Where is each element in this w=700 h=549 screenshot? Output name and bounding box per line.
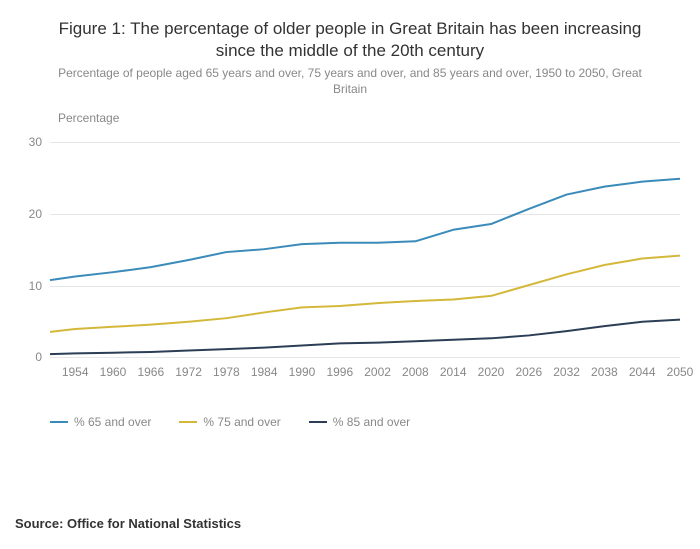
x-tick-label: 2008 bbox=[402, 365, 429, 379]
legend-item: % 75 and over bbox=[179, 415, 280, 429]
x-tick-label: 1960 bbox=[100, 365, 127, 379]
gridline bbox=[50, 357, 680, 358]
legend-label: % 65 and over bbox=[74, 415, 151, 429]
x-tick-label: 2044 bbox=[629, 365, 656, 379]
plot-svg bbox=[50, 127, 680, 357]
y-tick-label: 20 bbox=[29, 207, 42, 221]
x-tick-label: 1966 bbox=[137, 365, 164, 379]
legend-item: % 85 and over bbox=[309, 415, 410, 429]
legend-swatch bbox=[179, 421, 197, 423]
x-tick-label: 1972 bbox=[175, 365, 202, 379]
legend-swatch bbox=[50, 421, 68, 423]
x-tick-label: 1984 bbox=[251, 365, 278, 379]
legend: % 65 and over % 75 and over % 85 and over bbox=[50, 415, 410, 429]
x-tick-label: 1990 bbox=[289, 365, 316, 379]
x-tick-label: 2020 bbox=[478, 365, 505, 379]
x-tick-label: 2050 bbox=[667, 365, 694, 379]
x-tick-label: 2038 bbox=[591, 365, 618, 379]
y-axis-label: Percentage bbox=[58, 111, 119, 125]
x-tick-label: 1954 bbox=[62, 365, 89, 379]
chart-area: Percentage 01020301954196019661972197819… bbox=[50, 127, 680, 357]
legend-label: % 85 and over bbox=[333, 415, 410, 429]
x-tick-label: 1978 bbox=[213, 365, 240, 379]
y-tick-label: 30 bbox=[29, 135, 42, 149]
source-text: Source: Office for National Statistics bbox=[15, 516, 241, 531]
legend-label: % 75 and over bbox=[203, 415, 280, 429]
x-tick-label: 2014 bbox=[440, 365, 467, 379]
y-tick-label: 10 bbox=[29, 279, 42, 293]
chart-title: Figure 1: The percentage of older people… bbox=[50, 18, 650, 62]
legend-item: % 65 and over bbox=[50, 415, 151, 429]
chart-subtitle: Percentage of people aged 65 years and o… bbox=[40, 66, 660, 97]
x-tick-label: 1996 bbox=[326, 365, 353, 379]
x-tick-label: 2002 bbox=[364, 365, 391, 379]
figure-container: Figure 1: The percentage of older people… bbox=[0, 0, 700, 549]
x-tick-label: 2032 bbox=[553, 365, 580, 379]
y-tick-label: 0 bbox=[35, 350, 42, 364]
legend-swatch bbox=[309, 421, 327, 423]
x-tick-label: 2026 bbox=[515, 365, 542, 379]
series-line bbox=[50, 179, 680, 280]
